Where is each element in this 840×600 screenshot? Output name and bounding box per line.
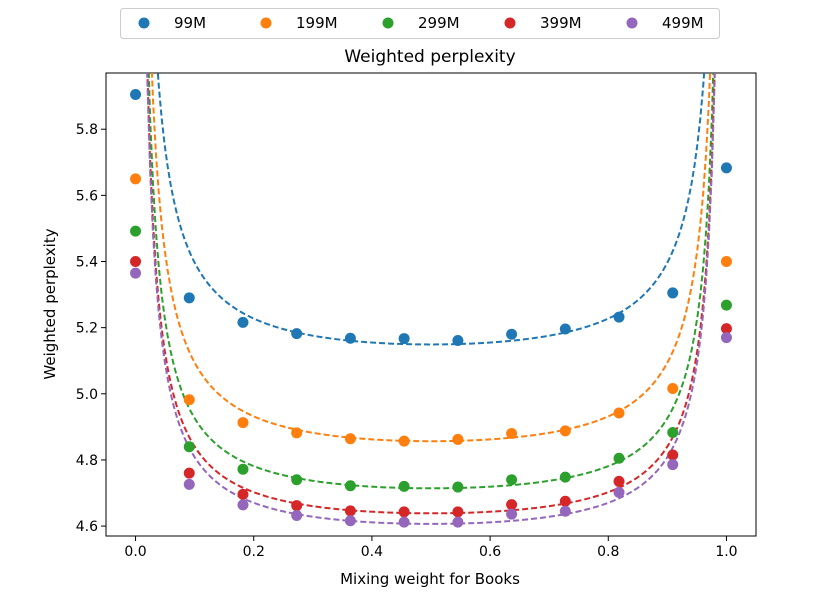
legend-marker-199M bbox=[260, 17, 272, 29]
point-199M-1 bbox=[183, 394, 195, 406]
point-199M-0 bbox=[130, 173, 142, 185]
point-399M-9 bbox=[613, 475, 625, 487]
point-499M-0 bbox=[130, 267, 142, 279]
y-tick-label: 5.8 bbox=[76, 122, 98, 138]
legend-marker-299M bbox=[382, 17, 394, 29]
point-199M-4 bbox=[344, 433, 356, 445]
point-499M-8 bbox=[559, 505, 571, 517]
point-299M-10 bbox=[667, 426, 679, 438]
point-299M-9 bbox=[613, 452, 625, 464]
legend-label-99M: 99M bbox=[174, 14, 206, 32]
point-499M-6 bbox=[452, 516, 464, 528]
point-299M-1 bbox=[183, 441, 195, 453]
point-499M-11 bbox=[720, 332, 732, 344]
x-axis: 0.0 0.2 0.4 0.6 0.8 1.0 bbox=[124, 536, 738, 560]
legend: 99M 199M 299M 399M 499M bbox=[120, 8, 720, 39]
point-199M-9 bbox=[613, 407, 625, 419]
point-499M-10 bbox=[667, 459, 679, 471]
point-199M-8 bbox=[559, 425, 571, 437]
point-499M-7 bbox=[506, 508, 518, 520]
legend-label-299M: 299M bbox=[418, 14, 460, 32]
y-tick-label: 5.4 bbox=[76, 255, 98, 271]
x-tick-label: 1.0 bbox=[715, 544, 737, 560]
legend-label-399M: 399M bbox=[540, 14, 582, 32]
fit-curve-499M bbox=[146, 73, 716, 525]
point-399M-5 bbox=[398, 506, 410, 518]
point-399M-6 bbox=[452, 506, 464, 518]
point-399M-1 bbox=[183, 467, 195, 479]
point-399M-4 bbox=[344, 505, 356, 517]
point-299M-2 bbox=[237, 463, 249, 475]
point-99M-5 bbox=[398, 333, 410, 345]
point-299M-11 bbox=[720, 299, 732, 311]
point-99M-9 bbox=[613, 311, 625, 323]
plot-frame bbox=[105, 72, 757, 537]
y-tick-label: 5.2 bbox=[76, 321, 98, 337]
point-199M-5 bbox=[398, 435, 410, 447]
point-199M-6 bbox=[452, 433, 464, 445]
y-axis: 4.6 4.8 5.0 5.2 5.4 5.6 5.8 bbox=[76, 122, 106, 535]
point-99M-1 bbox=[183, 292, 195, 304]
x-tick-label: 0.2 bbox=[243, 544, 265, 560]
point-299M-7 bbox=[506, 474, 518, 486]
legend-marker-99M bbox=[138, 17, 150, 29]
point-99M-8 bbox=[559, 323, 571, 335]
legend-label-499M: 499M bbox=[662, 14, 704, 32]
point-99M-11 bbox=[720, 162, 732, 174]
legend-box bbox=[120, 8, 720, 39]
point-499M-9 bbox=[613, 486, 625, 498]
point-299M-3 bbox=[291, 474, 303, 486]
plot-area bbox=[105, 72, 757, 537]
point-99M-4 bbox=[344, 332, 356, 344]
point-499M-4 bbox=[344, 515, 356, 527]
point-299M-8 bbox=[559, 471, 571, 483]
point-399M-3 bbox=[291, 500, 303, 512]
point-499M-5 bbox=[398, 516, 410, 528]
point-99M-6 bbox=[452, 335, 464, 347]
point-99M-10 bbox=[667, 287, 679, 299]
point-199M-10 bbox=[667, 383, 679, 395]
x-tick-label: 0.4 bbox=[361, 544, 383, 560]
point-199M-11 bbox=[720, 256, 732, 268]
legend-marker-499M bbox=[626, 17, 638, 29]
fit-curve-399M bbox=[146, 73, 716, 515]
chart-title: Weighted perplexity bbox=[344, 47, 515, 67]
point-99M-2 bbox=[237, 316, 249, 328]
point-499M-2 bbox=[237, 499, 249, 511]
x-tick-label: 0.8 bbox=[597, 544, 619, 560]
x-tick-label: 0.6 bbox=[479, 544, 501, 560]
point-99M-3 bbox=[291, 328, 303, 340]
point-499M-1 bbox=[183, 478, 195, 490]
x-axis-label: Mixing weight for Books bbox=[340, 570, 520, 588]
point-399M-8 bbox=[559, 495, 571, 507]
point-99M-7 bbox=[506, 328, 518, 340]
point-199M-2 bbox=[237, 417, 249, 429]
point-99M-0 bbox=[130, 88, 142, 100]
point-399M-7 bbox=[506, 499, 518, 511]
point-399M-0 bbox=[130, 256, 142, 268]
point-399M-2 bbox=[237, 488, 249, 500]
legend-marker-399M bbox=[504, 17, 516, 29]
y-tick-label: 5.6 bbox=[76, 188, 98, 204]
x-tick-label: 0.0 bbox=[124, 544, 146, 560]
y-axis-label: Weighted perplexity bbox=[41, 228, 59, 379]
point-299M-0 bbox=[130, 225, 142, 237]
point-299M-4 bbox=[344, 480, 356, 492]
legend-label-199M: 199M bbox=[296, 14, 338, 32]
point-299M-6 bbox=[452, 481, 464, 493]
point-299M-5 bbox=[398, 480, 410, 492]
point-399M-11 bbox=[720, 323, 732, 335]
y-tick-label: 4.8 bbox=[76, 453, 98, 469]
point-399M-10 bbox=[667, 449, 679, 461]
y-tick-label: 5.0 bbox=[76, 387, 98, 403]
point-199M-7 bbox=[506, 427, 518, 439]
y-tick-label: 4.6 bbox=[76, 519, 98, 535]
point-499M-3 bbox=[291, 509, 303, 521]
point-199M-3 bbox=[291, 427, 303, 439]
